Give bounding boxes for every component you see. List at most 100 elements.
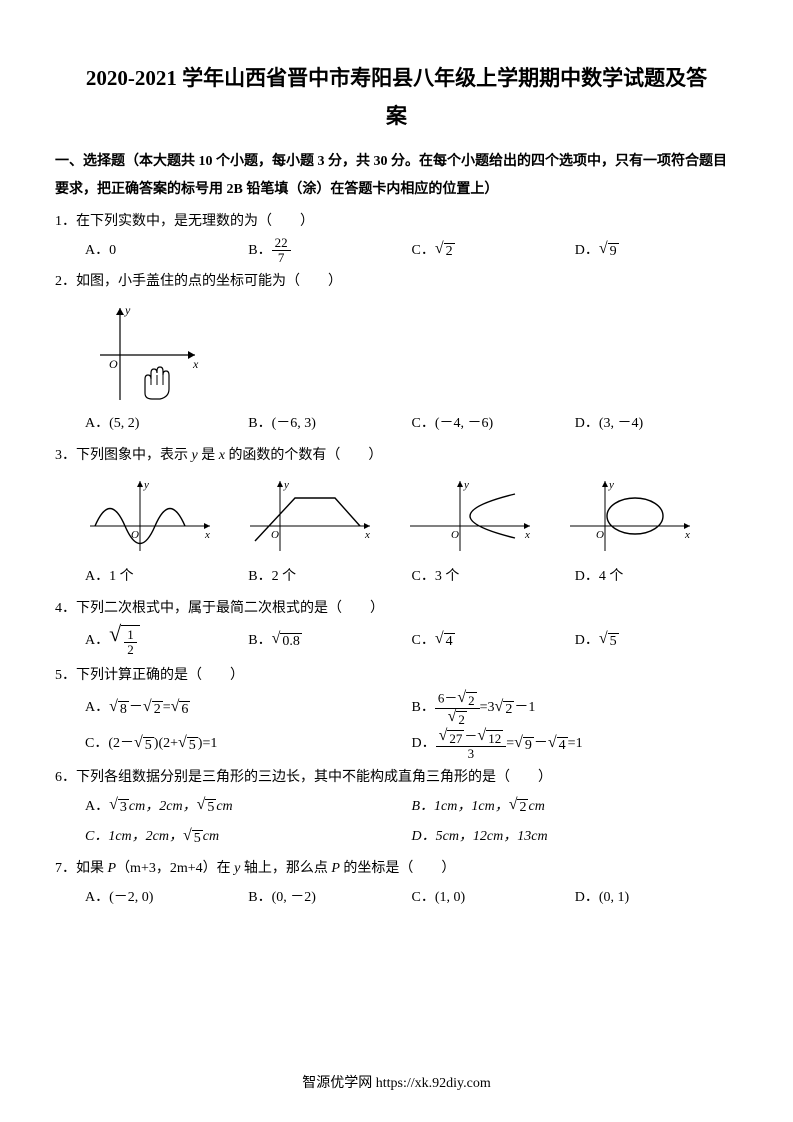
- q5-a-arg2: 2: [152, 701, 163, 719]
- q7-opt-d: D．(0, 1): [575, 883, 738, 914]
- question-4: 4．下列二次根式中，属于最简二次根式的是（ ） A． √12 B． √0.8 C…: [55, 595, 738, 660]
- q5-d-prefix: D．: [412, 729, 436, 760]
- q1-c-sqrt: √2: [435, 241, 455, 261]
- q7-options: A．(－2, 0) B．(0, －2) C．(1, 0) D．(0, 1): [55, 883, 738, 914]
- q1-c-arg: 2: [444, 243, 455, 261]
- q5-a-prefix: A．: [85, 693, 109, 724]
- q1-d-prefix: D．: [575, 236, 599, 267]
- q4-a-num: 1: [124, 628, 137, 643]
- q2-diagram-wrap: y x O: [55, 300, 738, 405]
- q5-d-den: 3: [465, 747, 478, 761]
- q1-opt-a: A．0: [85, 236, 248, 267]
- q5-c-suffix: )=1: [198, 729, 218, 760]
- q5-opt-b: B． 6－√2 √2 =3 √2 －1: [412, 690, 739, 728]
- radical-icon: √: [599, 631, 608, 647]
- q3-diagrams: y x O y x O y x O: [55, 476, 738, 556]
- hand-icon: [145, 367, 169, 399]
- q1-stem: 1．在下列实数中，是无理数的为（ ）: [55, 208, 738, 236]
- q1-b-prefix: B．: [248, 236, 271, 267]
- radical-icon: √: [457, 690, 466, 706]
- q5-d-tail: =1: [568, 729, 583, 760]
- q3-graph-2: y x O: [245, 476, 375, 556]
- q6-stem: 6．下列各组数据分别是三角形的三边长，其中不能构成直角三角形的是（ ）: [55, 764, 738, 792]
- q4-opt-d: D． √5: [575, 623, 738, 660]
- question-7: 7．如果 P（m+3，2m+4）在 y 轴上，那么点 P 的坐标是（ ） A．(…: [55, 855, 738, 914]
- q5-d-r2: 4: [557, 737, 568, 755]
- q7-stem-p: P: [108, 861, 117, 876]
- radical-icon: √: [599, 241, 608, 257]
- q5-opt-a: A． √8 － √2 = √6: [85, 690, 412, 728]
- q6-c-suffix: cm: [203, 822, 219, 853]
- q1-opt-c: C． √2: [412, 236, 575, 267]
- radical-icon: √: [143, 699, 152, 715]
- radical-icon: √: [171, 699, 180, 715]
- page-footer: 智源优学网 https://xk.92diy.com: [0, 1072, 793, 1092]
- q1-b-den: 7: [275, 251, 288, 265]
- radical-icon: √: [477, 728, 486, 744]
- q6-a-suffix: cm: [216, 792, 232, 823]
- radical-icon: √: [109, 797, 118, 813]
- svg-text:x: x: [524, 529, 530, 541]
- q5-b-num: 6－√2: [435, 690, 480, 710]
- title-line-1: 2020-2021 学年山西省晋中市寿阳县八年级上学期期中数学试题及答: [55, 60, 738, 98]
- radical-icon: √: [183, 828, 192, 844]
- q7-stem-args: （m+3，2m+4）在: [116, 861, 234, 876]
- svg-text:y: y: [463, 479, 469, 491]
- q4-c-sqrt: √4: [435, 631, 455, 651]
- q6-a-a1: 3: [118, 799, 129, 817]
- q4-b-arg: 0.8: [280, 633, 302, 651]
- q5-b-rhs: =3: [480, 693, 495, 724]
- q3-stem: 3．下列图象中，表示 y 是 x 的函数的个数有（ ）: [55, 442, 738, 470]
- radical-icon: √: [435, 631, 444, 647]
- q1-opt-d: D． √9: [575, 236, 738, 267]
- q2-opt-d: D．(3, －4): [575, 409, 738, 440]
- question-1: 1．在下列实数中，是无理数的为（ ） A．0 B． 22 7 C． √2 D． …: [55, 208, 738, 267]
- q5-d-minus2: －: [534, 729, 548, 760]
- q4-opt-a: A． √12: [85, 623, 248, 660]
- q4-b-prefix: B．: [248, 626, 271, 657]
- q3-options: A．1 个 B．2 个 C．3 个 D．4 个: [55, 562, 738, 593]
- q3-opt-b: B．2 个: [248, 562, 411, 593]
- q3-graph-3: y x O: [405, 476, 535, 556]
- q3-stem-suffix: 的函数的个数有（ ）: [225, 448, 383, 463]
- question-3: 3．下列图象中，表示 y 是 x 的函数的个数有（ ） y x O y x O: [55, 442, 738, 593]
- q4-d-prefix: D．: [575, 626, 599, 657]
- q5-d-num-minus: －: [464, 728, 477, 743]
- question-5: 5．下列计算正确的是（ ） A． √8 － √2 = √6 B． 6－√2 √2…: [55, 662, 738, 762]
- q4-a-prefix: A．: [85, 626, 109, 657]
- q5-d-r1: 9: [523, 737, 534, 755]
- q4-b-sqrt: √0.8: [272, 631, 302, 651]
- q6-options: A． √3 cm，2cm， √5 cm B．1cm，1cm， √2 cm C．1…: [55, 792, 738, 854]
- q3-graph-1: y x O: [85, 476, 215, 556]
- q2-stem: 2．如图，小手盖住的点的坐标可能为（ ）: [55, 268, 738, 296]
- q5-d-frac: √27－√12 3: [436, 728, 507, 762]
- q6-b-suffix: cm: [528, 792, 544, 823]
- svg-text:y: y: [143, 479, 149, 491]
- q2-opt-a: A．(5, 2): [85, 409, 248, 440]
- page-title: 2020-2021 学年山西省晋中市寿阳县八年级上学期期中数学试题及答 案: [55, 60, 738, 136]
- section-1-header: 一、选择题（本大题共 10 个小题，每小题 3 分，共 30 分。在每个小题给出…: [55, 148, 738, 204]
- q1-b-fraction: 22 7: [272, 236, 291, 266]
- q6-c-prefix: C．1cm，2cm，: [85, 822, 183, 853]
- q4-c-prefix: C．: [412, 626, 435, 657]
- question-6: 6．下列各组数据分别是三角形的三边长，其中不能构成直角三角形的是（ ） A． √…: [55, 764, 738, 854]
- q5-stem: 5．下列计算正确的是（ ）: [55, 662, 738, 690]
- radical-icon: √: [448, 709, 457, 725]
- radical-icon: √: [197, 797, 206, 813]
- radical-icon: √: [272, 631, 281, 647]
- q2-coordinate-diagram: y x O: [85, 300, 205, 405]
- q5-opt-c: C．(2－ √5 )(2+ √5 )=1: [85, 728, 412, 762]
- q5-b-rhs-arg: 2: [503, 701, 514, 719]
- q5-b-frac: 6－√2 √2: [435, 690, 480, 728]
- q1-options: A．0 B． 22 7 C． √2 D． √9: [55, 236, 738, 267]
- q5-c-mid: )(2+: [154, 729, 178, 760]
- q5-b-num-a: 6－: [438, 690, 458, 705]
- q6-opt-a: A． √3 cm，2cm， √5 cm: [85, 792, 412, 823]
- q1-d-sqrt: √9: [599, 241, 619, 261]
- q1-c-prefix: C．: [412, 236, 435, 267]
- q7-stem: 7．如果 P（m+3，2m+4）在 y 轴上，那么点 P 的坐标是（ ）: [55, 855, 738, 883]
- radical-icon: √: [548, 735, 557, 751]
- q2-options: A．(5, 2) B．(－6, 3) C．(－4, －6) D．(3, －4): [55, 409, 738, 440]
- q5-c-arg1: 5: [143, 737, 154, 755]
- q6-b-prefix: B．1cm，1cm，: [412, 792, 509, 823]
